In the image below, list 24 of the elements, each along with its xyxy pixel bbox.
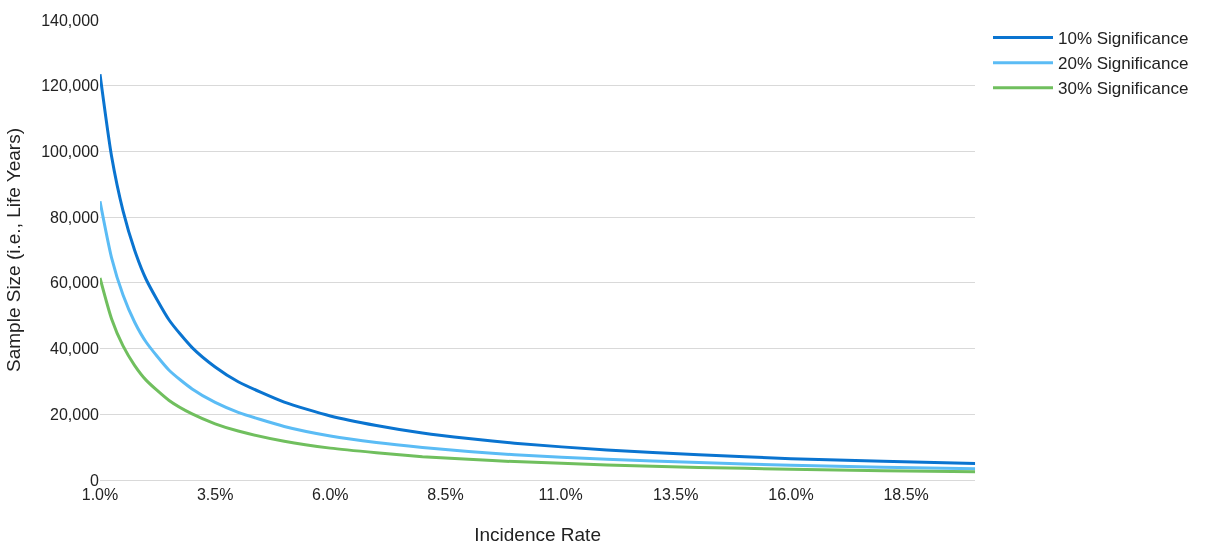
x-tick-label: 13.5% bbox=[653, 486, 699, 504]
x-tick-label: 6.0% bbox=[312, 486, 349, 504]
y-tick-label: 140,000 bbox=[41, 11, 100, 29]
x-tick-label: 16.0% bbox=[768, 486, 814, 504]
line-series bbox=[100, 276, 976, 474]
y-axis-title: Sample Size (i.e., Life Years) bbox=[3, 128, 25, 372]
y-tick-label: 80,000 bbox=[50, 208, 100, 226]
x-tick-label: 1.0% bbox=[81, 486, 119, 504]
x-tick-label: 18.5% bbox=[883, 486, 929, 504]
y-tick-label: 60,000 bbox=[50, 274, 100, 292]
x-tick-label: 8.5% bbox=[427, 486, 464, 504]
x-tick-label: 11.0% bbox=[538, 486, 583, 504]
y-tick-label: 0 bbox=[90, 471, 100, 489]
legend-label: 20% Significance bbox=[1058, 54, 1189, 74]
y-tick-label: 120,000 bbox=[41, 77, 100, 95]
line-series bbox=[100, 199, 976, 471]
line-series bbox=[100, 72, 976, 466]
y-tick-label: 20,000 bbox=[50, 405, 100, 423]
y-tick-label: 40,000 bbox=[50, 340, 100, 358]
x-axis-title: Incidence Rate bbox=[474, 524, 601, 545]
legend-label: 30% Significance bbox=[1058, 79, 1189, 99]
x-tick-label: 3.5% bbox=[196, 486, 234, 504]
y-tick-label: 100,000 bbox=[41, 143, 100, 161]
legend-label: 10% Significance bbox=[1058, 29, 1189, 49]
